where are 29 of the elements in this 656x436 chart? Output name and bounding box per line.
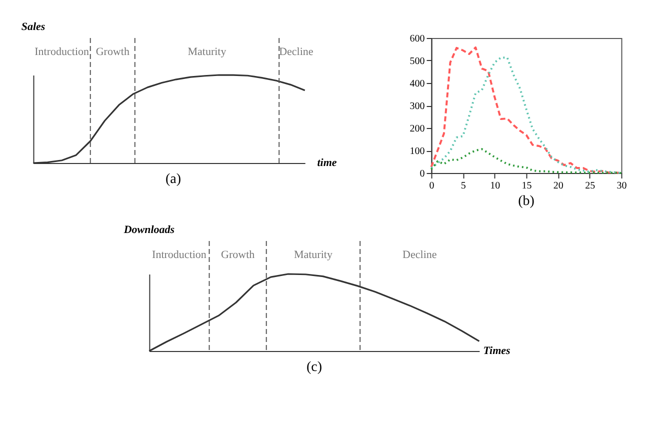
x-tick-label: 25	[585, 180, 596, 192]
x-tick-label: 15	[522, 180, 532, 192]
x-tick-label: 0	[429, 180, 434, 192]
y-tick-label: 0	[420, 168, 425, 180]
text: (a)	[165, 172, 182, 187]
text: Introduction	[34, 46, 90, 58]
y-axis-title: Sales	[21, 21, 46, 33]
x-tick-label: 30	[616, 180, 627, 192]
x-tick-label: 20	[553, 180, 564, 192]
x-axis-title: Times	[483, 345, 510, 357]
y-tick-label: 500	[410, 56, 425, 67]
text: Decline	[402, 249, 437, 261]
y-tick-label: 600	[410, 34, 425, 44]
x-tick-label: 5	[460, 180, 466, 192]
text: (b)	[518, 194, 535, 209]
y-tick-label: 100	[410, 146, 425, 157]
x-axis-title: time	[317, 157, 337, 169]
text: Growth	[221, 249, 256, 261]
text: Introduction	[152, 249, 207, 261]
y-tick-label: 200	[410, 124, 425, 134]
y-tick-label: 400	[410, 78, 425, 90]
y-tick-label: 300	[410, 101, 425, 112]
text: Growth	[96, 46, 130, 58]
y-axis-title: Downloads	[122, 224, 175, 236]
text: Maturity	[188, 46, 227, 58]
text: Maturity	[294, 249, 333, 261]
x-tick-label: 10	[490, 180, 500, 192]
text: Decline	[279, 46, 314, 58]
text: (c)	[306, 360, 322, 375]
